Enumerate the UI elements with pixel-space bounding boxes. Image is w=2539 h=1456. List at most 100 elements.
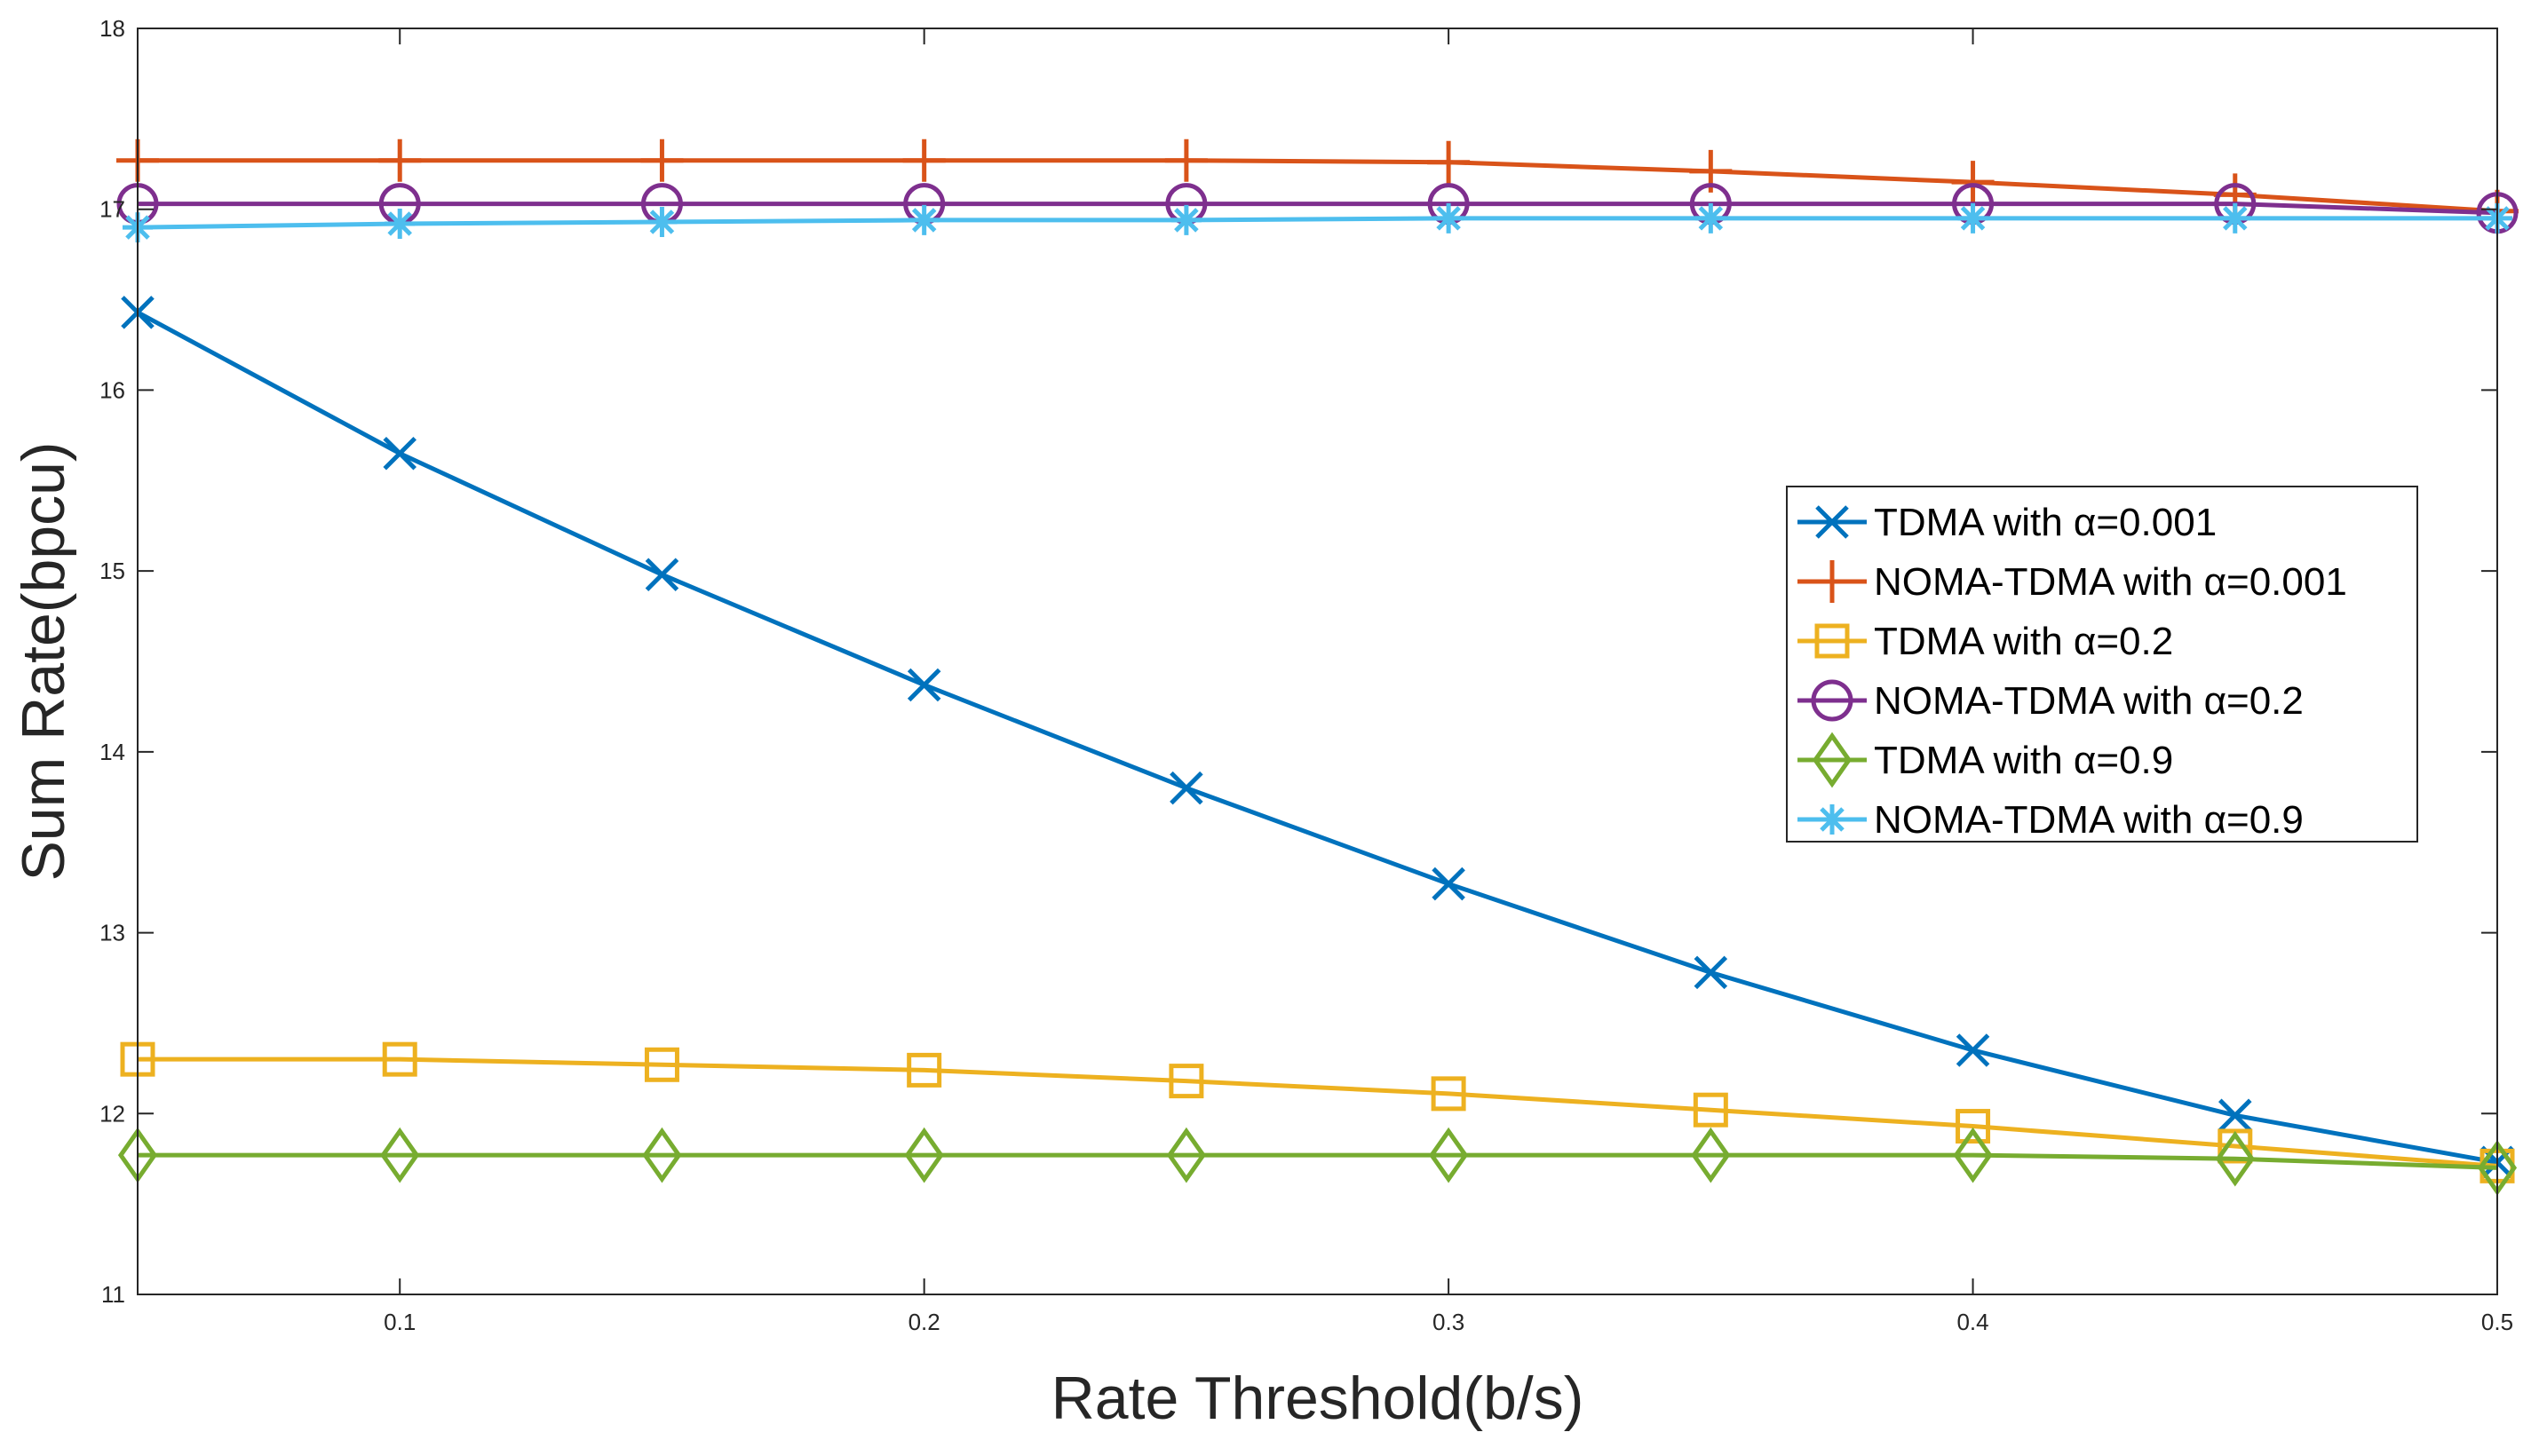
y-tick-label: 16: [99, 376, 125, 403]
data-point: [902, 138, 946, 182]
legend-marker: [1811, 679, 1853, 722]
x-marker-shape: [1956, 1033, 1990, 1067]
legend-marker: [1815, 505, 1849, 539]
legend-entry: NOMA-TDMA with α=0.001: [1797, 560, 2347, 604]
data-point: [907, 668, 941, 702]
data-point: [1691, 1127, 1731, 1183]
data-point: [1169, 1064, 1204, 1099]
data-point: [1951, 161, 1995, 204]
data-point: [385, 209, 416, 240]
data-point: [1431, 1076, 1466, 1112]
diamond-marker-shape: [1166, 1127, 1206, 1183]
x-marker-shape: [1694, 955, 1728, 990]
legend-marker: [1817, 804, 1847, 835]
data-point: [1433, 202, 1464, 233]
data-point: [1429, 1127, 1469, 1183]
data-point: [644, 1047, 679, 1082]
y-axis-title: Sum Rate(bpcu): [10, 441, 77, 881]
axes-box: [137, 28, 2498, 1295]
plus-marker-shape: [902, 138, 946, 182]
x-tick-label: 0.3: [1432, 1309, 1464, 1335]
x-tick-label: 0.2: [908, 1309, 940, 1335]
data-point: [1957, 202, 1988, 233]
x-marker-shape: [1170, 771, 1203, 805]
asterisk-marker-shape: [385, 209, 416, 240]
data-point: [383, 436, 417, 471]
diamond-marker-shape: [1953, 1127, 1993, 1183]
diamond-marker-shape: [1691, 1127, 1731, 1183]
data-point: [2218, 1098, 2252, 1133]
plus-marker-shape: [1427, 140, 1471, 184]
diamond-marker-shape: [380, 1127, 420, 1183]
data-point: [904, 1127, 944, 1183]
x-marker-shape: [1815, 505, 1849, 539]
x-marker-shape: [907, 668, 941, 702]
data-point: [378, 138, 422, 182]
axes-layer: 0.1 0.2 0.3 0.4 0.5 11 12 13 14 15 16 17 18 Rate Thre…: [10, 15, 2513, 1432]
legend-entry: TDMA with α=0.9: [1797, 732, 2173, 788]
x-marker-shape: [2218, 1098, 2252, 1133]
diamond-marker-shape: [1429, 1127, 1469, 1183]
square-marker-shape: [1814, 623, 1850, 659]
y-tick-label: 12: [99, 1100, 125, 1127]
legend-label: TDMA with α=0.9: [1874, 739, 2173, 782]
data-point: [1164, 138, 1208, 182]
series-line: [138, 158, 2498, 214]
data-point: [645, 558, 679, 591]
series-line: [136, 310, 2498, 1165]
data-point: [1953, 1127, 1993, 1183]
asterisk-marker-shape: [1170, 204, 1202, 235]
data-point: [2219, 202, 2250, 233]
data-point: [1166, 1127, 1206, 1183]
asterisk-marker-shape: [647, 206, 678, 237]
x-marker-shape: [383, 436, 417, 471]
data-point: [382, 1041, 417, 1077]
x-marker-shape: [1432, 866, 1465, 901]
series-line: [138, 1056, 2498, 1168]
legend-entry: TDMA with α=0.2: [1797, 620, 2173, 663]
square-marker-shape: [382, 1041, 417, 1077]
legend-label: NOMA-TDMA with α=0.2: [1874, 679, 2304, 723]
plus-marker-shape: [378, 138, 422, 182]
series-0: [121, 296, 2514, 1180]
data-point: [1170, 771, 1203, 805]
legend-marker: [1812, 732, 1853, 788]
series-line: [138, 1152, 2498, 1170]
data-point: [908, 204, 940, 235]
x-tick-label: 0.4: [1956, 1309, 1988, 1335]
square-marker-shape: [1431, 1076, 1466, 1112]
y-tick-label: 17: [99, 196, 125, 223]
asterisk-marker-shape: [1433, 202, 1464, 233]
x-axis-title: Rate Threshold(b/s): [1051, 1365, 1584, 1432]
series-layer: [116, 138, 2519, 1196]
plus-marker-shape: [1164, 138, 1208, 182]
y-tick-label: 15: [99, 558, 125, 584]
asterisk-marker-shape: [908, 204, 940, 235]
square-marker-shape: [1956, 1109, 1991, 1144]
data-point: [1432, 866, 1465, 901]
legend-label: NOMA-TDMA with α=0.001: [1874, 560, 2347, 604]
asterisk-marker-shape: [1817, 804, 1847, 835]
data-point: [642, 1127, 682, 1183]
series-line: [137, 216, 2497, 230]
series-line: [138, 202, 2498, 216]
data-point: [380, 1127, 420, 1183]
square-marker-shape: [644, 1047, 679, 1082]
diamond-marker-shape: [2215, 1130, 2255, 1187]
legend-label: TDMA with α=0.001: [1874, 501, 2217, 544]
diamond-marker-shape: [1812, 732, 1853, 788]
data-point: [1956, 1109, 1991, 1144]
data-point: [2215, 1130, 2255, 1187]
legend-marker: [1814, 623, 1850, 659]
legend-marker: [1811, 560, 1853, 603]
square-marker-shape: [1169, 1064, 1204, 1099]
legend-label: TDMA with α=0.2: [1874, 620, 2173, 663]
legend: TDMA with α=0.001 NOMA-TDMA with α=0.001 T…: [1786, 486, 2418, 843]
data-point: [1694, 955, 1728, 990]
y-tick-label: 14: [99, 739, 125, 765]
data-point: [640, 138, 684, 182]
legend-label: NOMA-TDMA with α=0.9: [1874, 798, 2304, 842]
x-tick-label: 0.5: [2481, 1309, 2513, 1335]
square-marker-shape: [1693, 1092, 1728, 1128]
legend-box: [1786, 486, 2418, 843]
